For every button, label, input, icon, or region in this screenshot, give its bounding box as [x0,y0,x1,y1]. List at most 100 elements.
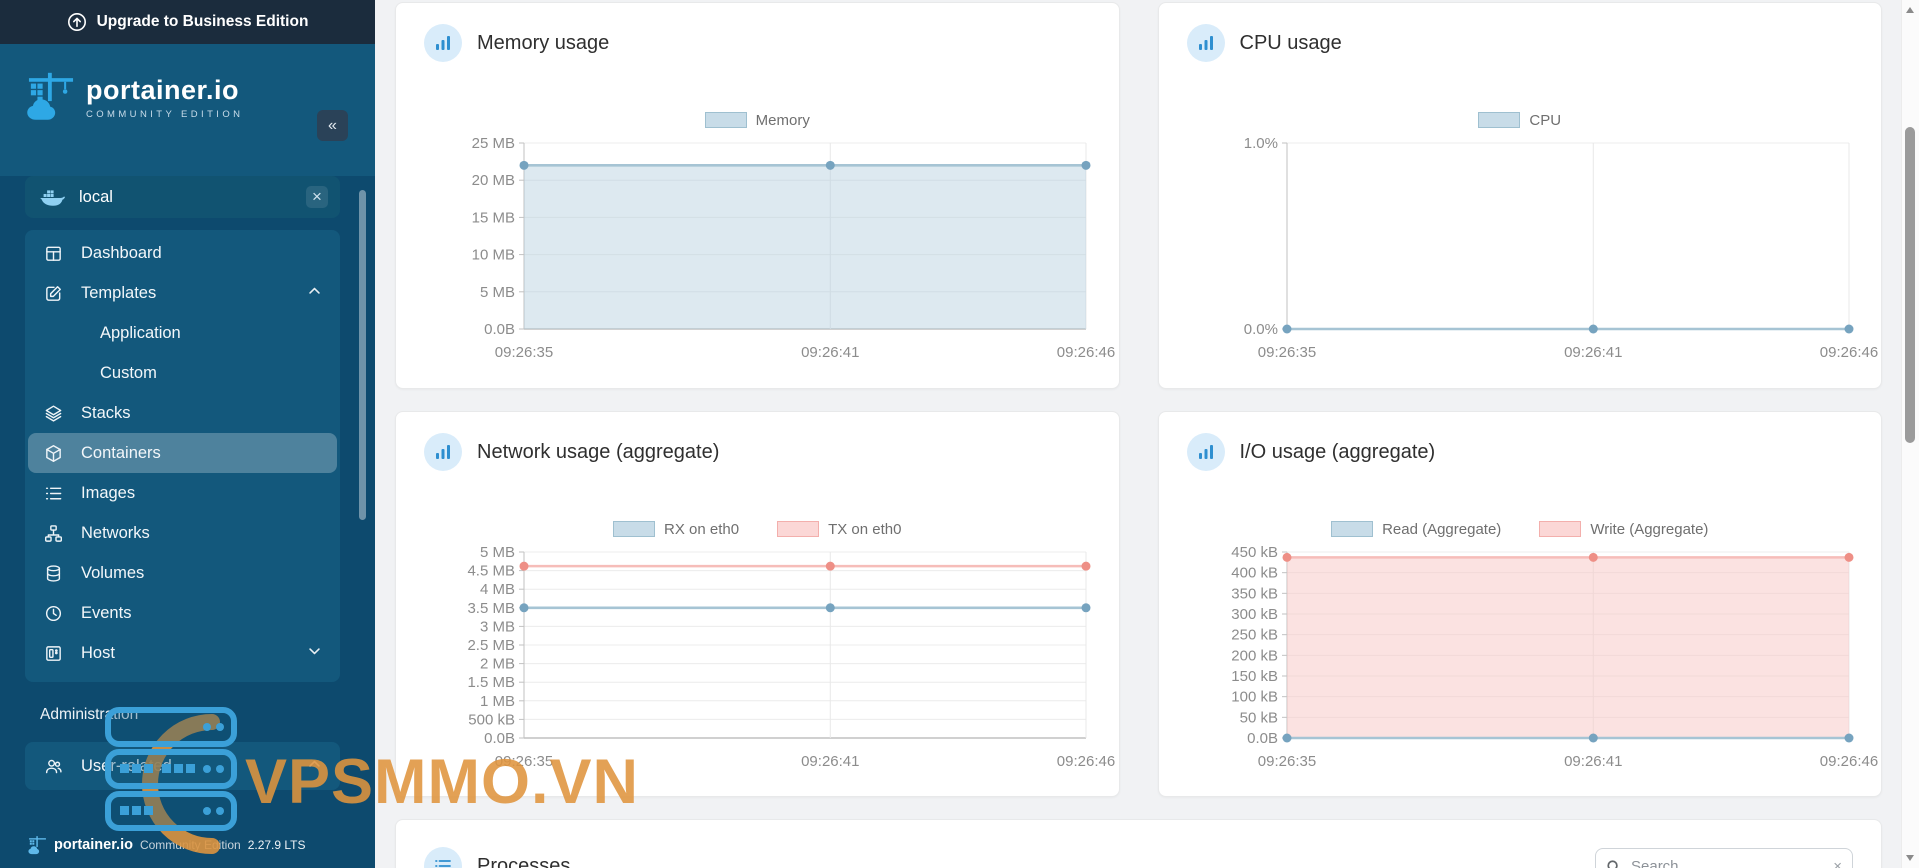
bar-chart-icon [424,24,462,62]
svg-text:09:26:41: 09:26:41 [1564,344,1622,361]
svg-text:4.5 MB: 4.5 MB [467,563,515,580]
scrollbar-thumb[interactable] [1905,127,1915,443]
processes-search: × [1595,848,1853,868]
sidebar-item-volumes[interactable]: Volumes [28,553,337,593]
legend-label: Write (Aggregate) [1590,520,1709,538]
legend-label: Read (Aggregate) [1382,520,1502,538]
network-chart-legend: RX on eth0 TX on eth0 [424,520,1091,538]
data-point-memory [519,160,529,170]
sidebar-collapse-button[interactable]: « [317,110,348,141]
svg-text:5 MB: 5 MB [480,284,515,301]
svg-text:09:26:41: 09:26:41 [1564,753,1622,770]
sidebar-item-label: Custom [100,363,157,382]
legend-item-read-aggregate-[interactable]: Read (Aggregate) [1331,521,1501,538]
sidebar-item-application[interactable]: Application [28,313,337,353]
sidebar-scrollbar-thumb[interactable] [359,190,366,520]
memory-usage-card: Memory usage Memory 25 MB 20 MB 15 MB 10 MB… [395,2,1120,389]
sidebar-item-label: Images [81,483,136,502]
data-point-write-aggregate- [1844,552,1853,562]
svg-text:20 MB: 20 MB [472,172,515,189]
sidebar-item-custom[interactable]: Custom [28,353,337,393]
memory-usage-chart: 25 MB 20 MB 15 MB 10 MB 5 MB 0.0B 09:26:35 09:2… [472,135,1116,361]
data-point-tx-on-eth0 [519,561,529,571]
legend-item-tx-on-eth0[interactable]: TX on eth0 [777,521,901,538]
sidebar-item-label: Application [100,323,181,342]
network-usage-chart: 5 MB 4.5 MB4 MB 3.5 MB3 MB 2.5 MB 2 MB1.5 MB… [467,544,1115,770]
double-chevron-left-icon: « [328,116,337,134]
sidebar-item-events[interactable]: Events [28,593,337,633]
chevron-down-icon [306,643,323,664]
page-scrollbar[interactable] [1901,0,1919,868]
svg-text:15 MB: 15 MB [472,209,515,226]
sidebar-item-stacks[interactable]: Stacks [28,393,337,433]
data-point-read-aggregate- [1844,733,1853,743]
environment-row-local[interactable]: local × [25,176,340,218]
legend-label: RX on eth0 [664,520,740,538]
data-point-memory [825,160,835,170]
svg-text:200 kB: 200 kB [1231,647,1278,664]
sidebar-item-networks[interactable]: Networks [28,513,337,553]
legend-label: TX on eth0 [828,520,902,538]
clear-search-icon[interactable]: × [1833,857,1842,868]
scroll-down-arrow-icon[interactable] [1906,855,1914,861]
brand-edition: COMMUNITY EDITION [86,109,244,120]
edit-icon [43,283,63,303]
sidebar-item-dashboard[interactable]: Dashboard [28,233,337,273]
svg-text:150 kB: 150 kB [1231,668,1278,685]
card-title: Memory usage [477,31,610,54]
legend-item-write-aggregate-[interactable]: Write (Aggregate) [1539,521,1708,538]
data-point-rx-on-eth0 [1081,603,1091,613]
list-icon [43,483,63,503]
docker-whale-icon [39,187,65,207]
upgrade-banner-label: Upgrade to Business Edition [96,13,309,30]
administration-panel: User-related [25,742,340,790]
footer-brand: portainer.io [54,837,133,853]
close-environment-button[interactable]: × [306,186,328,208]
data-point-tx-on-eth0 [1081,561,1091,571]
legend-item-cpu[interactable]: CPU [1478,112,1561,129]
search-input[interactable] [1629,856,1826,868]
sidebar-item-user-related[interactable]: User-related [28,742,337,790]
portainer-logo-icon [26,70,76,127]
legend-item-rx-on-eth0[interactable]: RX on eth0 [613,521,739,538]
sidebar-item-label: Volumes [81,563,145,582]
data-point-read-aggregate- [1588,733,1598,743]
sidebar-item-host[interactable]: Host [28,633,337,673]
legend-swatch [613,521,656,537]
database-icon [43,563,63,583]
svg-text:500 kB: 500 kB [468,711,515,728]
data-point-write-aggregate- [1282,552,1291,562]
cube-icon [43,443,63,463]
footer-version: 2.27.9 LTS [247,838,306,852]
network-icon [43,523,63,543]
memory-chart-legend: Memory [424,111,1091,129]
search-icon [1607,859,1618,868]
svg-text:09:26:35: 09:26:35 [495,344,553,361]
io-usage-card: I/O usage (aggregate) Read (Aggregate) Wr… [1157,411,1882,797]
legend-item-memory[interactable]: Memory [704,112,810,129]
svg-text:09:26:46: 09:26:46 [1057,344,1115,361]
sidebar-item-templates[interactable]: Templates [28,273,337,313]
data-point-write-aggregate- [1588,552,1598,562]
sidebar-item-images[interactable]: Images [28,473,337,513]
legend-swatch [777,521,820,537]
svg-text:400 kB: 400 kB [1231,565,1278,582]
scroll-up-arrow-icon[interactable] [1906,7,1914,13]
svg-text:09:26:46: 09:26:46 [1057,753,1115,770]
bar-chart-icon [1186,433,1225,471]
legend-swatch [1478,112,1521,128]
io-chart-legend: Read (Aggregate) Write (Aggregate) [1187,520,1854,538]
legend-swatch [1331,521,1374,537]
data-point-read-aggregate- [1282,733,1291,743]
upgrade-banner[interactable]: Upgrade to Business Edition [0,0,375,44]
brand-name: portainer.io [86,75,240,105]
svg-text:250 kB: 250 kB [1231,627,1278,644]
svg-text:4 MB: 4 MB [480,581,515,598]
sidebar-item-containers[interactable]: Containers [28,433,337,473]
main-content: Memory usage Memory 25 MB 20 MB 15 MB 10 MB… [375,0,1902,868]
svg-text:10 MB: 10 MB [472,247,515,264]
svg-text:09:26:41: 09:26:41 [801,344,859,361]
data-point-rx-on-eth0 [825,603,835,613]
sidebar-footer: portainer.io Community Edition 2.27.9 LT… [28,835,306,855]
